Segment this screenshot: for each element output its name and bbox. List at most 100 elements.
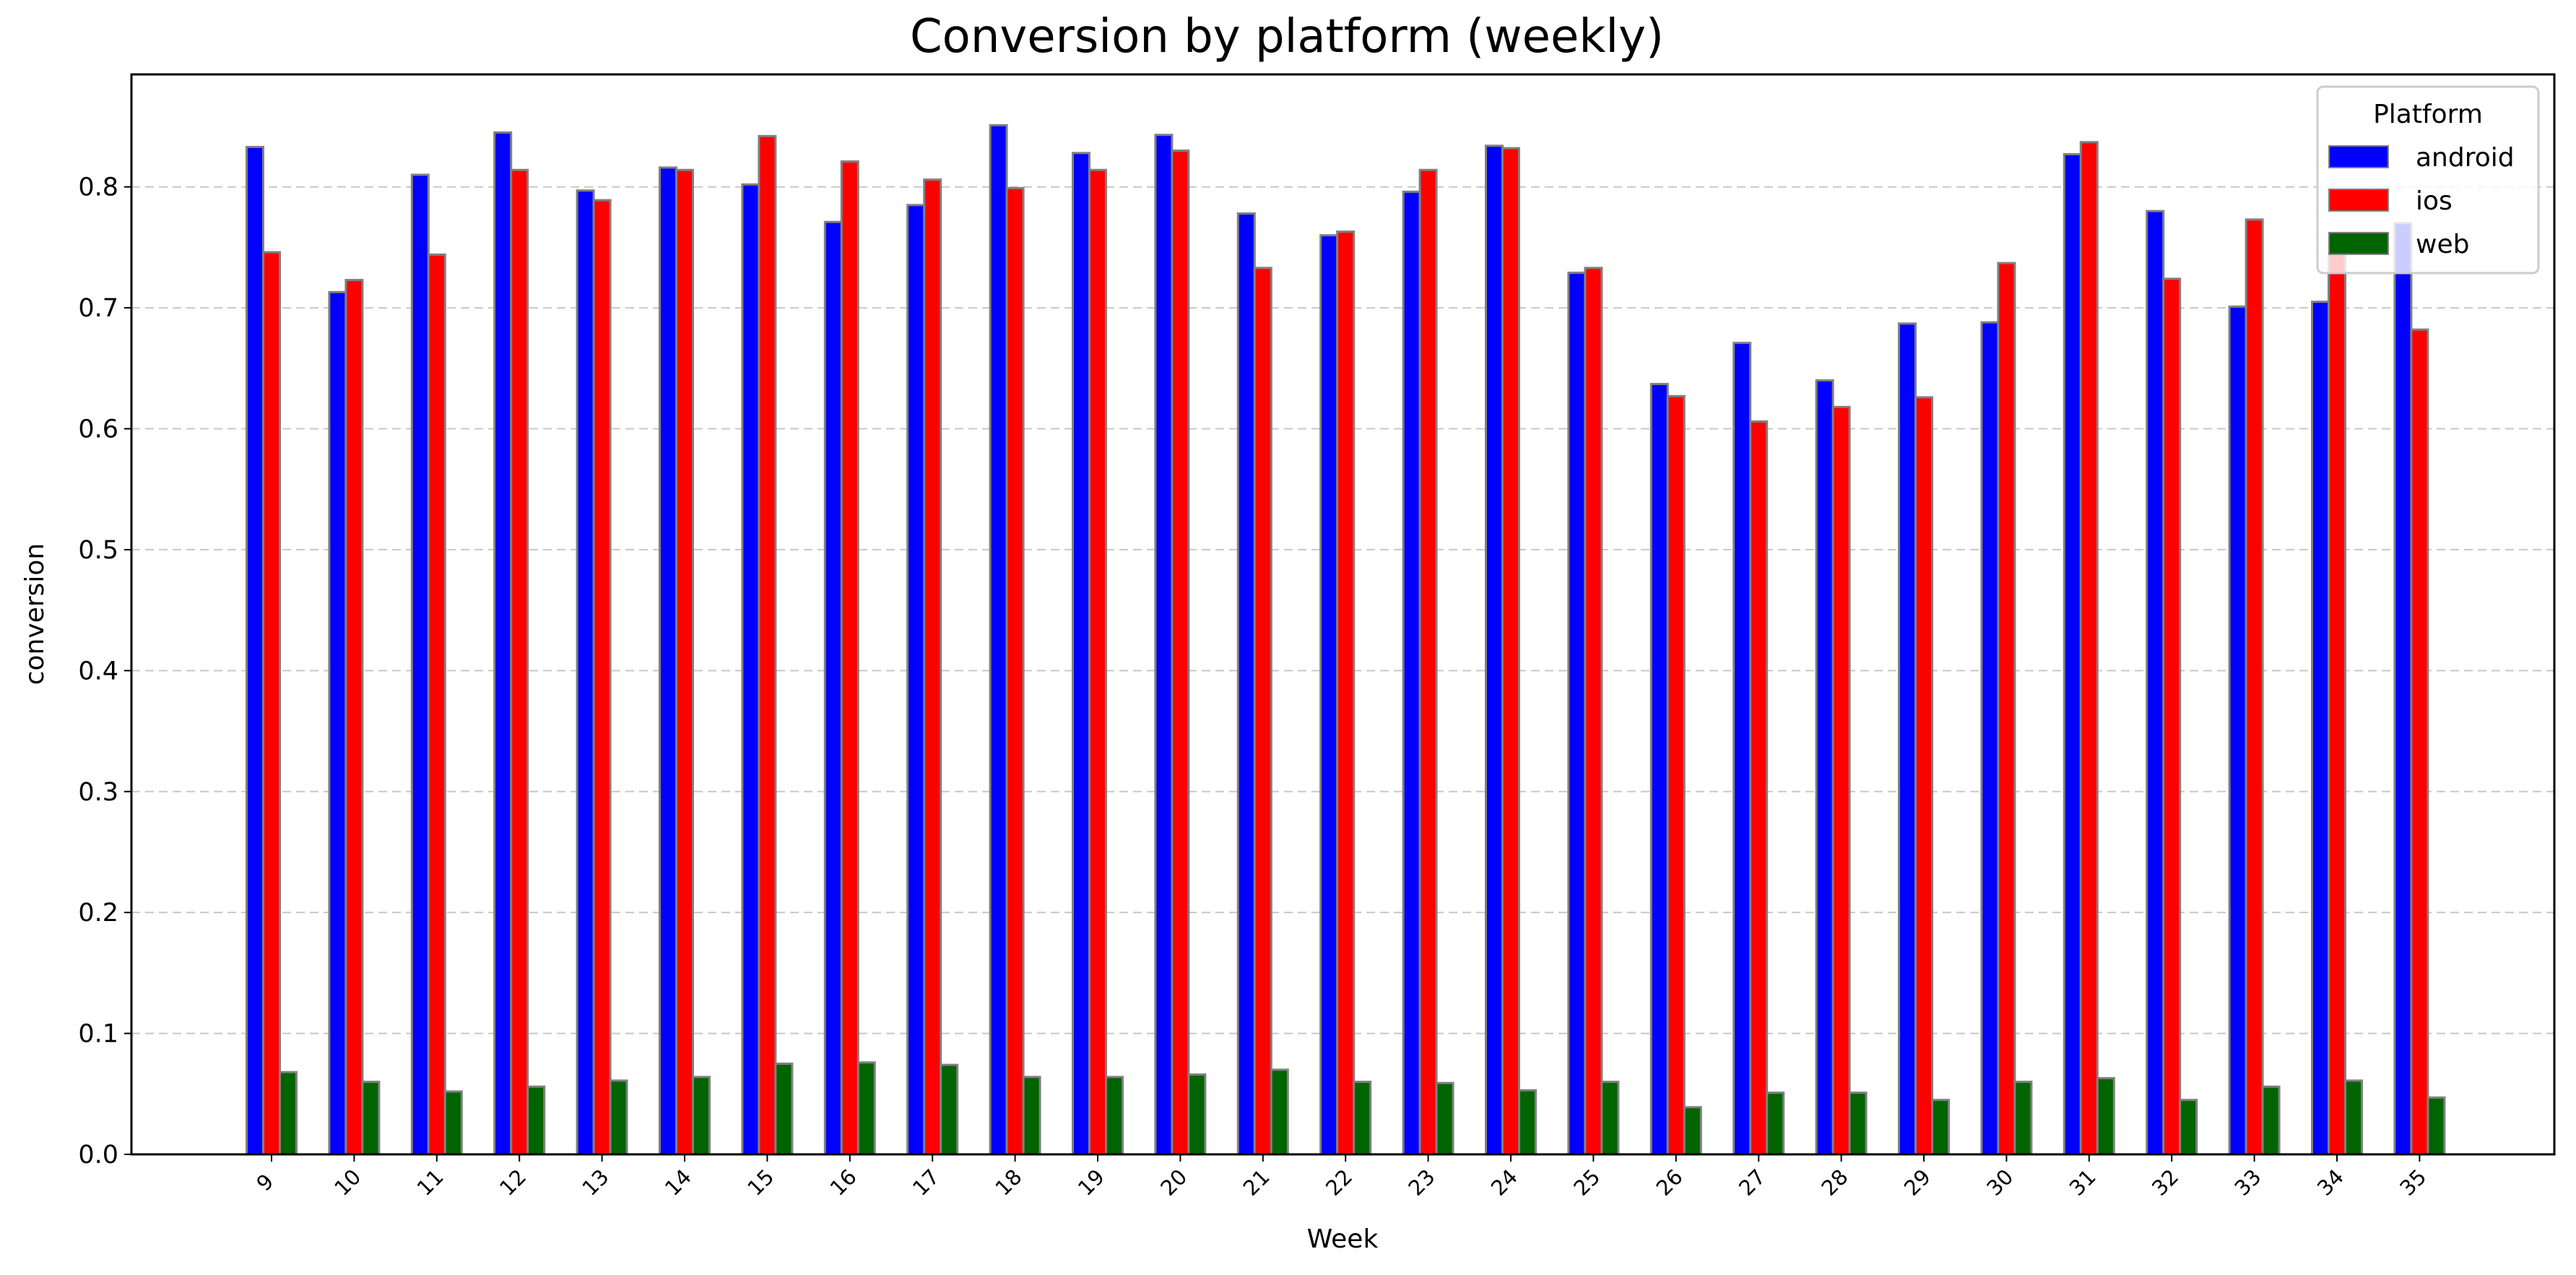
- x-axis-label: Week: [1307, 1224, 1379, 1254]
- bar-ios-week-18: [1005, 186, 1025, 1156]
- bar-android-week-31: [2063, 152, 2082, 1156]
- bar-android-week-15: [741, 183, 760, 1156]
- y-tick-label: 0.7: [78, 294, 118, 323]
- bar-android-week-23: [1402, 190, 1421, 1156]
- bar-ios-week-21: [1253, 267, 1272, 1156]
- bar-web-week-19: [1105, 1076, 1124, 1156]
- bar-android-week-18: [989, 124, 1008, 1156]
- bar-ios-week-19: [1088, 168, 1107, 1156]
- bar-ios-week-20: [1171, 149, 1190, 1156]
- bar-ios-week-32: [2162, 277, 2182, 1156]
- bar-web-week-27: [1766, 1092, 1785, 1156]
- bar-android-week-32: [2146, 209, 2165, 1156]
- bar-web-week-31: [2096, 1077, 2115, 1156]
- bar-android-week-25: [1567, 272, 1587, 1156]
- bar-web-week-12: [526, 1085, 546, 1156]
- plot-frame: [130, 73, 2556, 1156]
- bar-web-week-22: [1353, 1081, 1372, 1156]
- bar-ios-week-29: [1914, 396, 1933, 1156]
- y-tick-label: 0.0: [78, 1141, 118, 1170]
- bar-ios-week-30: [1997, 262, 2016, 1156]
- bar-web-week-35: [2427, 1096, 2446, 1156]
- bar-android-week-19: [1072, 152, 1090, 1156]
- bar-web-week-29: [1931, 1099, 1950, 1156]
- chart-title: Conversion by platform (weekly): [910, 10, 1664, 64]
- y-axis-label: conversion: [20, 543, 50, 686]
- legend-swatch-ios: [2328, 189, 2389, 212]
- bar-ios-week-26: [1666, 394, 1686, 1156]
- bar-android-week-12: [493, 131, 513, 1156]
- y-axis: 0.0 0.1 0.2 0.3 0.4 0.5 0.6 0.7 0.8: [78, 173, 131, 1170]
- bar-web-week-28: [1848, 1092, 1868, 1156]
- bar-ios-week-27: [1749, 420, 1769, 1156]
- bars: [246, 124, 2446, 1156]
- bar-android-week-30: [1980, 321, 2000, 1156]
- y-tick-label: 0.2: [78, 899, 118, 928]
- legend-swatch-web: [2328, 232, 2389, 255]
- bar-android-week-13: [576, 189, 595, 1156]
- bar-ios-week-35: [2410, 328, 2429, 1156]
- legend: Platform android ios web: [2316, 85, 2540, 275]
- bar-ios-week-24: [1501, 147, 1520, 1156]
- y-tick-label: 0.1: [78, 1020, 118, 1049]
- bar-ios-week-11: [427, 253, 446, 1156]
- y-tick-label: 0.5: [78, 536, 118, 565]
- bar-android-week-16: [823, 220, 843, 1156]
- bar-android-week-11: [410, 173, 430, 1156]
- bar-android-week-14: [659, 166, 677, 1156]
- bar-ios-week-15: [758, 134, 777, 1156]
- bar-web-week-15: [774, 1062, 794, 1156]
- legend-label-android: android: [2416, 143, 2515, 173]
- bar-ios-week-22: [1336, 230, 1356, 1156]
- bar-ios-week-34: [2328, 252, 2346, 1156]
- y-tick-label: 0.6: [78, 415, 118, 444]
- bar-web-week-26: [1683, 1106, 1702, 1156]
- bar-android-week-26: [1649, 383, 1669, 1156]
- bar-android-week-34: [2311, 301, 2330, 1156]
- bar-web-week-34: [2344, 1079, 2363, 1156]
- bar-web-week-24: [1518, 1089, 1537, 1156]
- bar-web-week-32: [2179, 1099, 2198, 1156]
- legend-box: [2316, 85, 2540, 275]
- bar-android-week-21: [1236, 212, 1256, 1156]
- bar-android-week-35: [2393, 222, 2413, 1156]
- bar-ios-week-14: [675, 168, 694, 1156]
- bar-web-week-25: [1600, 1081, 1620, 1156]
- bar-android-week-28: [1815, 379, 1834, 1156]
- bar-web-week-33: [2261, 1085, 2281, 1156]
- bar-ios-week-9: [262, 251, 281, 1156]
- bar-android-week-17: [906, 204, 926, 1156]
- bar-web-week-23: [1435, 1081, 1454, 1156]
- bar-web-week-17: [940, 1063, 959, 1156]
- bar-android-week-33: [2228, 305, 2247, 1156]
- bar-android-week-24: [1485, 144, 1504, 1156]
- legend-label-ios: ios: [2416, 186, 2453, 216]
- bar-web-week-11: [443, 1090, 463, 1156]
- bar-android-week-29: [1898, 322, 1917, 1156]
- y-tick-label: 0.8: [78, 173, 118, 202]
- bar-android-week-27: [1732, 342, 1752, 1156]
- bar-android-week-20: [1154, 134, 1174, 1156]
- y-tick-label: 0.3: [78, 778, 118, 807]
- bar-ios-week-25: [1584, 267, 1603, 1156]
- bar-ios-week-28: [1831, 405, 1851, 1156]
- bar-ios-week-16: [840, 160, 859, 1156]
- bar-ios-week-33: [2245, 218, 2264, 1156]
- legend-title: Platform: [2373, 100, 2483, 129]
- bar-web-week-13: [609, 1079, 628, 1156]
- bar-ios-week-13: [592, 199, 612, 1156]
- bar-android-week-10: [328, 290, 347, 1156]
- bar-web-week-30: [2013, 1081, 2033, 1156]
- bar-android-week-9: [246, 145, 264, 1156]
- bar-web-week-16: [857, 1061, 876, 1156]
- bar-ios-week-10: [344, 279, 364, 1156]
- bar-ios-week-12: [510, 168, 529, 1156]
- bar-web-week-14: [692, 1076, 711, 1156]
- bar-web-week-21: [1270, 1068, 1289, 1156]
- bar-web-week-10: [361, 1081, 381, 1156]
- legend-label-web: web: [2416, 230, 2469, 259]
- bar-ios-week-23: [1418, 168, 1438, 1156]
- bar-ios-week-31: [2079, 141, 2099, 1156]
- bar-web-week-18: [1022, 1076, 1041, 1156]
